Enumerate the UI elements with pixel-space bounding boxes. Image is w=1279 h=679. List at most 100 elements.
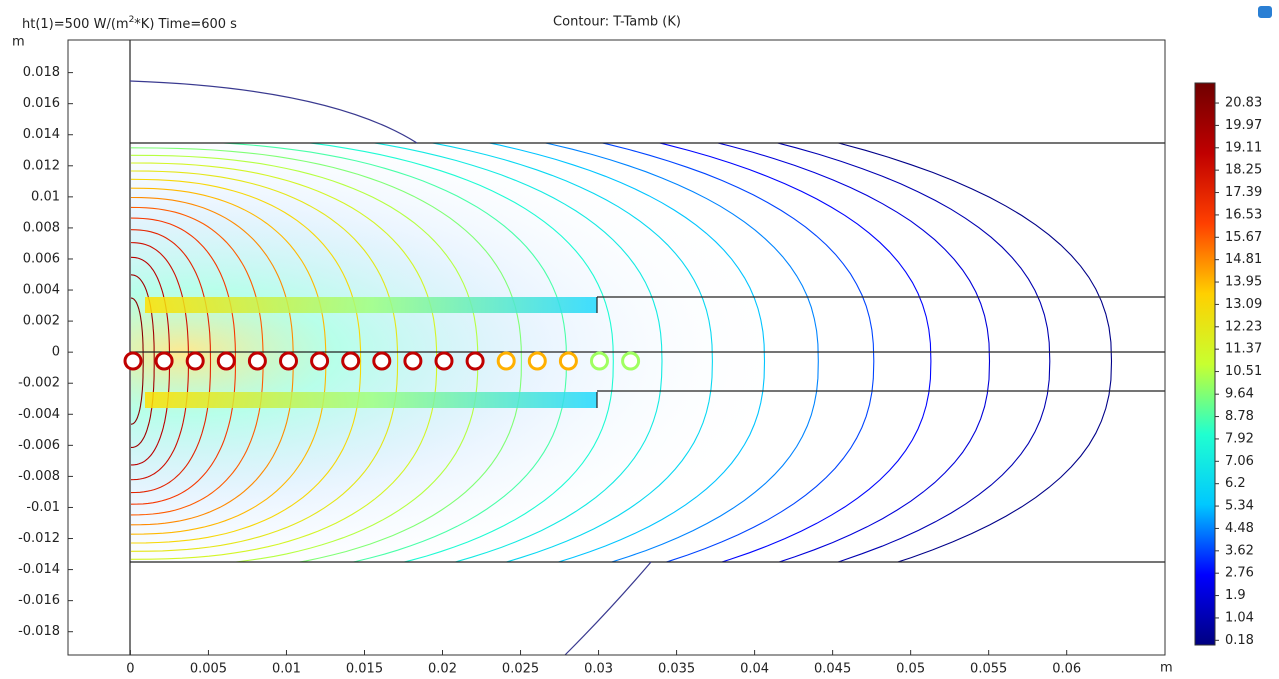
- colorbar-tick-label: 13.09: [1225, 297, 1262, 312]
- contour-line: [131, 297, 144, 425]
- subtitle: ht(1)=500 W/(m2*K) Time=600 s: [22, 15, 237, 32]
- tube: [621, 351, 641, 371]
- colorbar-tick-label: 10.51: [1225, 364, 1262, 379]
- x-tick-label: 0.025: [502, 662, 539, 677]
- colorbar-tick-label: 14.81: [1225, 252, 1262, 267]
- colorbar-tick-label: 5.34: [1225, 499, 1254, 514]
- x-tick-label: 0.03: [584, 662, 613, 677]
- colorbar-tick-label: 1.9: [1225, 588, 1246, 603]
- colorbar-tick-label: 7.92: [1225, 431, 1254, 446]
- colorbar-tick-label: 9.64: [1225, 387, 1254, 402]
- y-tick-label: 0.012: [23, 158, 60, 173]
- chart-title: Contour: T-Tamb (K): [553, 15, 681, 30]
- y-tick-label: -0.014: [18, 562, 60, 577]
- x-axis-label: m: [1160, 661, 1173, 676]
- y-tick-label: 0.01: [31, 189, 60, 204]
- y-tick-label: 0.004: [23, 283, 60, 298]
- y-tick-label: 0.018: [23, 65, 60, 80]
- colorbar-tick-label: 3.62: [1225, 543, 1254, 558]
- contour-line: [542, 143, 819, 562]
- x-tick-label: 0.06: [1052, 662, 1081, 677]
- subtitle-sup: 2: [129, 15, 135, 25]
- heat-strip: [145, 297, 597, 313]
- y-tick-label: -0.012: [18, 531, 60, 546]
- y-tick-label: -0.008: [18, 469, 60, 484]
- colorbar-tick-label: 15.67: [1225, 230, 1262, 245]
- tube: [372, 351, 392, 371]
- contour-line: [131, 274, 155, 449]
- tube: [216, 351, 236, 371]
- x-tick-label: 0: [126, 662, 134, 677]
- tube: [247, 351, 267, 371]
- y-tick-label: 0: [52, 345, 60, 360]
- contour-line: [131, 178, 362, 544]
- contour-line: [371, 143, 663, 562]
- contour-line: [775, 143, 1051, 562]
- y-tick-label: -0.018: [18, 624, 60, 639]
- y-tick-label: 0.006: [23, 251, 60, 266]
- y-tick-label: -0.002: [18, 376, 60, 391]
- x-tick-label: 0.015: [346, 662, 383, 677]
- tube: [465, 351, 485, 371]
- subtitle-part: ht(1)=500 W/(m: [22, 17, 129, 32]
- y-tick-label: 0.008: [23, 220, 60, 235]
- contour-line: [600, 143, 875, 562]
- heat-strip: [145, 392, 597, 408]
- contour-line: [715, 143, 991, 562]
- contour-line: [486, 143, 766, 562]
- colorbar-tick-label: 11.37: [1225, 342, 1262, 357]
- tube-group: [123, 351, 641, 371]
- x-tick-label: 0.02: [428, 662, 457, 677]
- contour-group: [131, 143, 1113, 562]
- contour-line: [836, 143, 1113, 562]
- tube: [310, 351, 330, 371]
- y-tick-label: 0.002: [23, 314, 60, 329]
- colorbar-tick-label: 1.04: [1225, 610, 1254, 625]
- y-tick-label: 0.016: [23, 96, 60, 111]
- plot-frame: [67, 39, 1166, 656]
- contour-line: [305, 143, 614, 562]
- colorbar-tick-label: 20.83: [1225, 96, 1262, 111]
- colorbar-tick-label: 2.76: [1225, 566, 1254, 581]
- colorbar-tick-label: 0.18: [1225, 633, 1254, 648]
- contour-line: [657, 143, 932, 562]
- geometry: [129, 40, 1165, 655]
- boundary-arc: [564, 561, 652, 656]
- tube: [279, 351, 298, 371]
- x-tick-label: 0.005: [190, 662, 227, 677]
- toolbar-icon[interactable]: [1258, 6, 1272, 18]
- colorbar-tick-label: 17.39: [1225, 185, 1262, 200]
- subtitle-part: *K) Time=600 s: [134, 17, 237, 32]
- colorbar-tick-label: 19.11: [1225, 140, 1262, 155]
- y-tick-label: -0.004: [18, 407, 60, 422]
- boundary-arc: [129, 80, 418, 144]
- y-axis-label: m: [12, 35, 25, 50]
- x-tick-label: 0.045: [814, 662, 851, 677]
- colorbar-tick-label: 8.78: [1225, 409, 1254, 424]
- colorbar-tick-label: 6.2: [1225, 476, 1246, 491]
- y-tick-label: -0.01: [26, 500, 60, 515]
- tube: [558, 351, 578, 371]
- tube: [434, 351, 454, 371]
- colorbar-tick-label: 4.48: [1225, 521, 1254, 536]
- x-tick-label: 0.04: [740, 662, 769, 677]
- colorbar-tick-label: 19.97: [1225, 118, 1262, 133]
- y-tick-label: -0.016: [18, 593, 60, 608]
- x-tick-label: 0.035: [658, 662, 695, 677]
- contour-line: [131, 170, 399, 552]
- colorbar-tick-label: 16.53: [1225, 207, 1262, 222]
- tube: [341, 351, 361, 371]
- tube: [123, 351, 143, 371]
- tube: [154, 351, 174, 371]
- tube: [590, 351, 609, 371]
- tube: [185, 351, 205, 371]
- contour-line: [131, 147, 522, 562]
- colorbar-tick-label: 13.95: [1225, 275, 1262, 290]
- colorbar-tick-label: 12.23: [1225, 319, 1262, 334]
- y-tick-label: -0.006: [18, 438, 60, 453]
- tube: [403, 351, 423, 371]
- colorbar-tick-label: 7.06: [1225, 454, 1254, 469]
- x-tick-label: 0.01: [272, 662, 301, 677]
